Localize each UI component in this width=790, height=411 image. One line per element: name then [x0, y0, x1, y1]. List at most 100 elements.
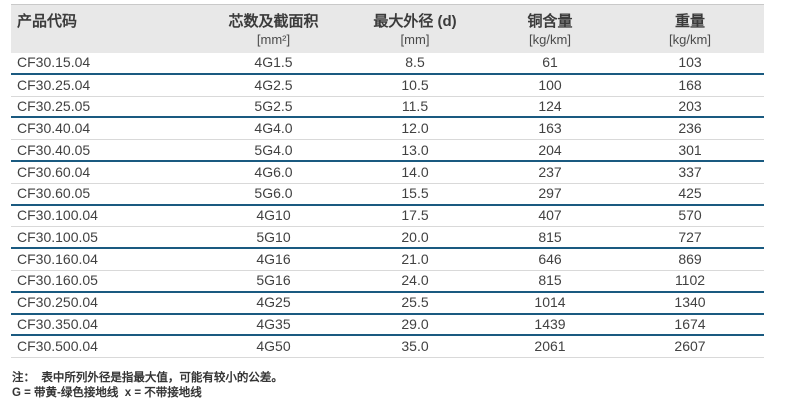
cell-max-outer-diameter: 21.0 — [401, 251, 429, 268]
cell-weight: 301 — [678, 141, 702, 158]
table-row: CF30.40.04 4G4.0 12.0 163 236 — [11, 118, 764, 141]
cell-max-outer-diameter: 12.0 — [401, 120, 429, 137]
column-label: 产品代码 — [17, 13, 78, 30]
column-header-max-outer-diameter: 最大外径 (d) [mm] — [346, 12, 484, 48]
table-row: CF30.15.04 4G1.5 8.5 61 103 — [11, 53, 764, 75]
cell-cores-cross-section: 4G6.0 — [254, 163, 293, 180]
table-row: CF30.100.04 4G10 17.5 407 570 — [11, 206, 764, 228]
cell-max-outer-diameter: 13.0 — [401, 141, 429, 158]
cell-copper-content: 100 — [538, 76, 562, 93]
cell-weight: 869 — [678, 251, 702, 268]
cell-product-code: CF30.250.04 — [17, 294, 98, 311]
cell-copper-content: 815 — [538, 228, 562, 245]
note-legend: G = 带黄-绿色接地线 x = 不带接地线 — [12, 387, 202, 400]
cell-cores-cross-section: 4G4.0 — [254, 120, 293, 137]
table-row: CF30.60.04 4G6.0 14.0 237 337 — [11, 162, 764, 184]
cell-cores-cross-section: 5G10 — [256, 228, 291, 245]
cell-copper-content: 815 — [538, 272, 562, 289]
cell-product-code: CF30.350.04 — [17, 315, 98, 332]
column-label: 铜含量 — [527, 13, 573, 30]
cell-product-code: CF30.25.05 — [17, 97, 91, 114]
table-header-row: 产品代码 芯数及截面积 [mm²] 最大外径 (d) [mm] 铜含量 [kg/… — [11, 4, 764, 53]
cell-cores-cross-section: 4G10 — [256, 207, 291, 224]
column-label: 芯数及截面积 — [228, 13, 319, 30]
cell-cores-cross-section: 4G16 — [256, 251, 291, 268]
cell-copper-content: 124 — [538, 97, 562, 114]
table-row: CF30.40.05 5G4.0 13.0 204 301 — [11, 140, 764, 162]
column-unit — [17, 31, 201, 48]
table-row: CF30.25.04 4G2.5 10.5 100 168 — [11, 75, 764, 97]
cell-max-outer-diameter: 17.5 — [401, 207, 429, 224]
table-row: CF30.100.05 5G10 20.0 815 727 — [11, 227, 764, 250]
column-label: 最大外径 (d) — [373, 13, 457, 30]
cell-weight: 203 — [678, 97, 702, 114]
cell-copper-content: 163 — [538, 120, 562, 137]
note-tolerance: 注： 表中所列外径是指最大值，可能有较小的公差。 — [12, 372, 283, 385]
cell-max-outer-diameter: 14.0 — [401, 163, 429, 180]
cell-cores-cross-section: 4G50 — [256, 338, 291, 355]
cell-max-outer-diameter: 29.0 — [401, 315, 429, 332]
cell-max-outer-diameter: 10.5 — [401, 76, 429, 93]
cell-copper-content: 646 — [538, 251, 562, 268]
cell-max-outer-diameter: 24.0 — [401, 272, 429, 289]
cell-weight: 1674 — [674, 315, 706, 332]
cell-weight: 2607 — [674, 338, 706, 355]
cell-product-code: CF30.100.05 — [17, 228, 98, 245]
column-unit: [kg/km] — [529, 32, 571, 47]
cell-product-code: CF30.60.04 — [17, 163, 91, 180]
table-row: CF30.160.05 5G16 24.0 815 1102 — [11, 271, 764, 293]
cell-max-outer-diameter: 15.5 — [401, 185, 429, 202]
cell-cores-cross-section: 4G35 — [256, 315, 291, 332]
cell-product-code: CF30.40.05 — [17, 141, 91, 158]
cell-product-code: CF30.15.04 — [17, 54, 91, 71]
cell-product-code: CF30.100.04 — [17, 207, 98, 224]
column-header-weight: 重量 [kg/km] — [616, 12, 764, 48]
table-row: CF30.250.04 4G25 25.5 1014 1340 — [11, 293, 764, 315]
cell-weight: 570 — [678, 207, 702, 224]
cell-copper-content: 204 — [538, 141, 562, 158]
cell-product-code: CF30.40.04 — [17, 120, 91, 137]
table-row: CF30.160.04 4G16 21.0 646 869 — [11, 249, 764, 271]
cell-weight: 425 — [678, 185, 702, 202]
cell-copper-content: 237 — [538, 163, 562, 180]
column-header-product-code: 产品代码 — [11, 12, 201, 48]
cell-product-code: CF30.25.04 — [17, 76, 91, 93]
cell-cores-cross-section: 5G6.0 — [254, 185, 293, 202]
cell-cores-cross-section: 4G2.5 — [254, 76, 293, 93]
table-row: CF30.25.05 5G2.5 11.5 124 203 — [11, 97, 764, 119]
table-row: CF30.60.05 5G6.0 15.5 297 425 — [11, 184, 764, 206]
cell-product-code: CF30.160.04 — [17, 251, 98, 268]
column-header-copper-content: 铜含量 [kg/km] — [484, 12, 616, 48]
cell-weight: 236 — [678, 120, 702, 137]
cell-max-outer-diameter: 11.5 — [401, 97, 429, 114]
cable-spec-table: 产品代码 芯数及截面积 [mm²] 最大外径 (d) [mm] 铜含量 [kg/… — [11, 4, 764, 359]
cell-weight: 1340 — [674, 294, 706, 311]
cell-cores-cross-section: 4G1.5 — [254, 54, 293, 71]
column-unit: [mm] — [400, 32, 430, 47]
cell-max-outer-diameter: 20.0 — [401, 228, 429, 245]
cell-weight: 727 — [678, 228, 702, 245]
table-row: CF30.500.04 4G50 35.0 2061 2607 — [11, 336, 764, 359]
cell-cores-cross-section: 5G4.0 — [254, 141, 293, 158]
cell-cores-cross-section: 4G25 — [256, 294, 291, 311]
cell-copper-content: 297 — [538, 185, 562, 202]
cell-cores-cross-section: 5G2.5 — [254, 97, 293, 114]
column-unit: [mm²] — [256, 32, 291, 47]
footnotes: 注： 表中所列外径是指最大值，可能有较小的公差。 G = 带黄-绿色接地线 x … — [11, 371, 764, 401]
cell-cores-cross-section: 5G16 — [256, 272, 291, 289]
cell-product-code: CF30.60.05 — [17, 185, 91, 202]
cell-copper-content: 407 — [538, 207, 562, 224]
cell-product-code: CF30.500.04 — [17, 338, 98, 355]
column-label: 重量 — [674, 13, 705, 30]
cell-max-outer-diameter: 25.5 — [401, 294, 429, 311]
table-body: CF30.15.04 4G1.5 8.5 61 103 CF30.25.04 4… — [11, 53, 764, 359]
column-header-cores-cross-section: 芯数及截面积 [mm²] — [201, 12, 346, 48]
cell-weight: 103 — [678, 54, 702, 71]
cell-product-code: CF30.160.05 — [17, 272, 98, 289]
table-row: CF30.350.04 4G35 29.0 1439 1674 — [11, 315, 764, 337]
cell-copper-content: 1439 — [534, 315, 566, 332]
cell-weight: 1102 — [674, 272, 706, 289]
cell-copper-content: 61 — [542, 54, 558, 71]
cell-weight: 168 — [678, 76, 702, 93]
